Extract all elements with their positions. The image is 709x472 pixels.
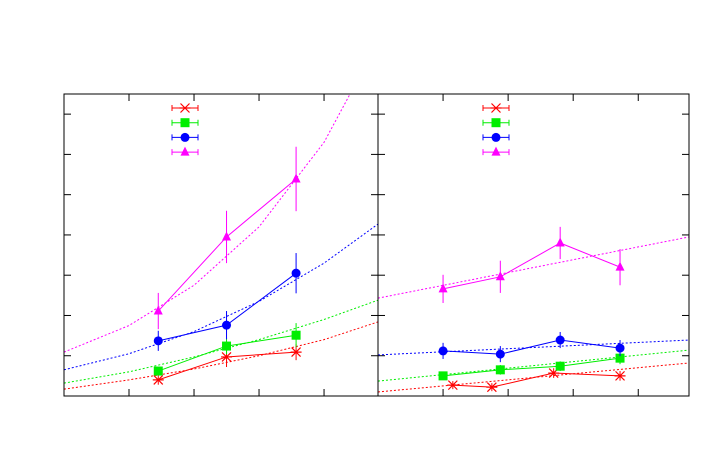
fit-line [378, 236, 689, 299]
legend-marker [180, 118, 190, 128]
legend-marker [491, 146, 501, 156]
series-line [158, 272, 297, 342]
marker [153, 305, 163, 315]
series-line [452, 372, 621, 388]
panel [377, 93, 690, 397]
marker [221, 352, 233, 362]
marker [615, 261, 625, 271]
marker [153, 336, 163, 346]
series-line [443, 339, 621, 355]
marker [222, 320, 232, 330]
legend-marker [180, 146, 190, 156]
marker [555, 237, 565, 247]
series-line [157, 178, 297, 312]
marker [555, 335, 565, 345]
fit-group [64, 299, 378, 384]
fit-line [378, 349, 689, 382]
series-line [443, 357, 621, 377]
marker [486, 382, 498, 393]
fit-group [64, 223, 378, 371]
marker [495, 271, 505, 281]
fit-group [378, 349, 689, 382]
series-line [442, 242, 621, 290]
legend-marker [179, 103, 191, 113]
marker [438, 346, 448, 356]
fit-line [64, 94, 351, 353]
fit-group [378, 236, 689, 299]
fit-line [64, 223, 378, 371]
legend-marker [490, 103, 502, 113]
fit-group [378, 339, 689, 356]
fit-group [64, 321, 378, 390]
marker [615, 343, 625, 353]
fit-line [378, 339, 689, 356]
marker [290, 347, 302, 358]
marker [438, 283, 448, 293]
marker [614, 370, 626, 381]
marker [495, 365, 505, 375]
marker [153, 366, 163, 376]
frame [63, 93, 379, 397]
marker [152, 374, 164, 385]
marker [615, 353, 625, 363]
panel [63, 93, 379, 397]
fit-line [64, 321, 378, 390]
legend-marker [180, 132, 190, 142]
marker [222, 341, 232, 351]
fit-group [64, 94, 351, 353]
marker [291, 173, 301, 183]
marker [291, 268, 301, 278]
marker [438, 371, 448, 381]
marker [495, 349, 505, 359]
marker [291, 330, 301, 340]
marker [447, 380, 459, 391]
frame [377, 93, 690, 397]
legend-marker [491, 132, 501, 142]
marker [222, 231, 232, 241]
fit-line [64, 299, 378, 384]
marker [555, 361, 565, 371]
legend-marker [491, 118, 501, 128]
